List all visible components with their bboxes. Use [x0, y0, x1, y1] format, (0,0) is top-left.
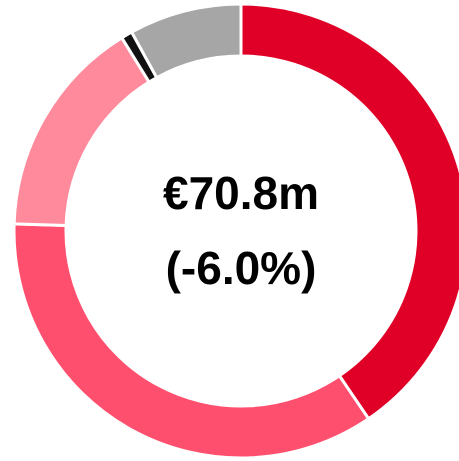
donut-segment — [129, 2, 243, 80]
center-change: (-6.0%) — [166, 242, 317, 294]
donut-segment — [12, 35, 152, 228]
center-value: €70.8m — [163, 167, 319, 219]
donut-segment — [239, 2, 459, 421]
donut-segment — [12, 222, 371, 460]
